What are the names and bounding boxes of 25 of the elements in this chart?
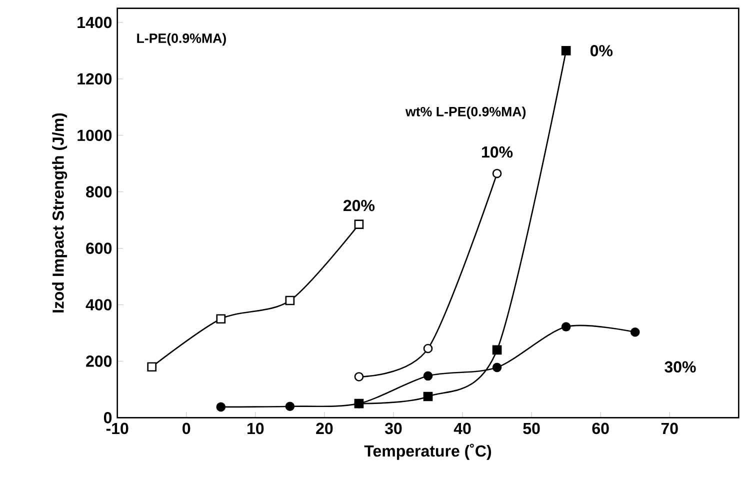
y-tick-label: 200	[86, 356, 112, 367]
series-label: 20%	[344, 200, 375, 212]
x-tick-label: -10	[106, 422, 128, 434]
series-label: 0%	[590, 45, 613, 56]
x-tick-label: 60	[592, 422, 609, 434]
y-tick-label: 1200	[78, 73, 112, 85]
legend-title: wt% L-PE(0.9%MA)	[405, 106, 526, 119]
y-axis-title: Izod Impact Strength (J/m)	[52, 113, 68, 312]
series-label: 10%	[482, 146, 513, 158]
x-tick-label: 70	[661, 422, 678, 434]
x-tick-label: 10	[248, 422, 264, 434]
text: 30%	[664, 361, 696, 373]
x-tick-label: 50	[523, 422, 540, 434]
x-tick-label: 0	[182, 422, 190, 434]
y-tick-label: 400	[86, 299, 112, 310]
y-tick-label: 600	[86, 242, 112, 254]
y-tick-label: 800	[86, 186, 112, 198]
y-tick-label: 1400	[78, 16, 112, 28]
annotation: L-PE(0.9%MA)	[137, 33, 226, 46]
x-tick-label: 40	[454, 422, 471, 434]
x-tick-label: 20	[316, 422, 333, 434]
x-axis-title: Temperature (˚C)	[364, 444, 492, 460]
y-tick-label: 1000	[78, 130, 112, 142]
y-tick-label: 0	[104, 412, 112, 424]
x-tick-label: 30	[384, 422, 402, 434]
